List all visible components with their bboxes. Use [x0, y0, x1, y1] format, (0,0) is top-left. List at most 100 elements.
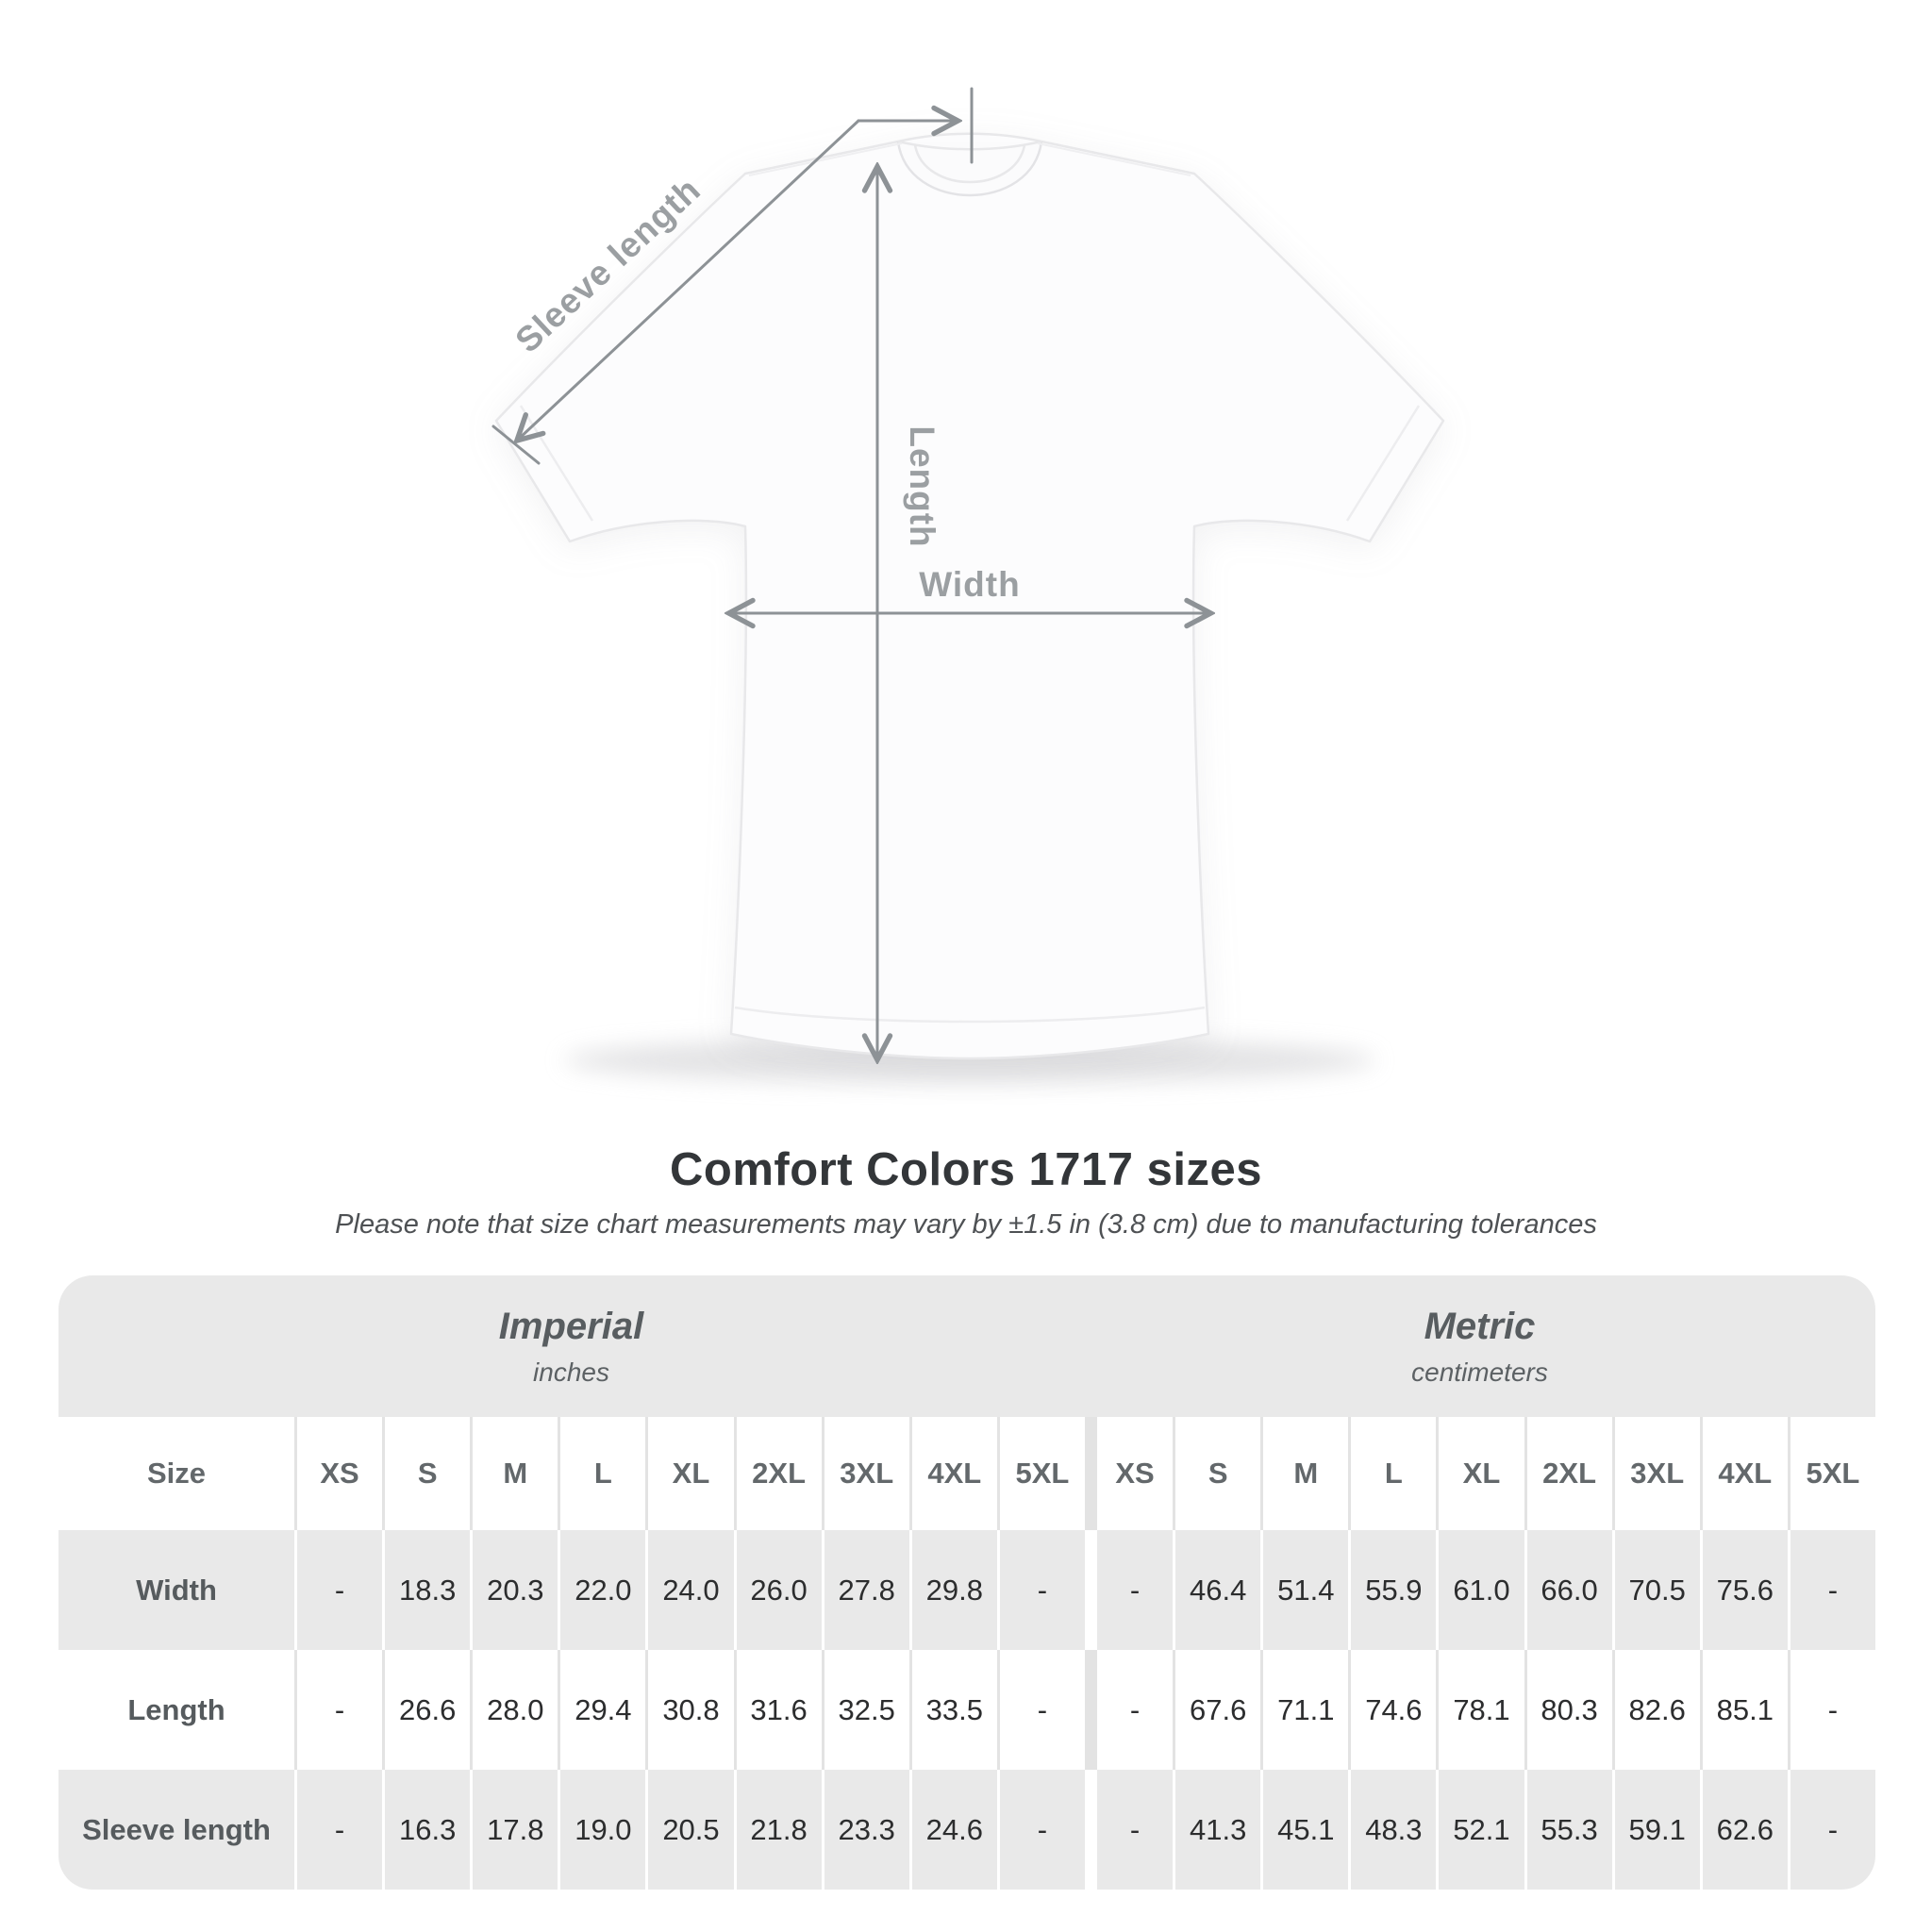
- table-cell: 52.1: [1436, 1770, 1524, 1890]
- size-col-header-imperial-xl: XL: [645, 1417, 733, 1530]
- size-col-header-imperial-2xl: 2XL: [733, 1417, 822, 1530]
- dimension-lines: [491, 87, 1209, 1058]
- size-col-header-imperial-3xl: 3XL: [821, 1417, 909, 1530]
- size-col-header-imperial-s: S: [382, 1417, 470, 1530]
- table-cell: 45.1: [1260, 1770, 1348, 1890]
- size-col-header-metric-3xl: 3XL: [1611, 1417, 1700, 1530]
- size-header-row: Size XS S M L XL 2XL 3XL 4XL 5XL XS S M L XL 2XL 3XL 4XL…: [58, 1417, 1875, 1530]
- size-col-header-imperial-l: L: [558, 1417, 645, 1530]
- page-title: Comfort Colors 1717 sizes: [670, 1144, 1262, 1195]
- row-label: Length: [127, 1692, 225, 1726]
- unit-group-header-row: Imperial inches Metric centimeters: [58, 1275, 1875, 1417]
- tshirt-right-shoulder-seam: [1037, 142, 1191, 176]
- table-cell: 82.6: [1611, 1650, 1700, 1770]
- size-col-header-imperial-xs: XS: [294, 1417, 382, 1530]
- table-cell: -: [294, 1650, 382, 1770]
- table-cell: 24.0: [645, 1530, 733, 1650]
- row-label: Width: [136, 1573, 217, 1607]
- table-cell: 26.6: [382, 1650, 470, 1770]
- table-cell: -: [1787, 1530, 1875, 1650]
- table-cell: 20.3: [470, 1530, 558, 1650]
- tshirt-measurement-diagram: Sleeve length Length Width: [491, 87, 1445, 1083]
- row-label: Sleeve length: [82, 1812, 271, 1846]
- table-cell: 33.5: [908, 1650, 997, 1770]
- sleeve-dim-cuff-tick: [491, 425, 541, 465]
- table-cell: 16.3: [382, 1770, 470, 1890]
- table-cell: 59.1: [1611, 1770, 1700, 1890]
- size-column-header: Size: [146, 1457, 207, 1490]
- table-cell: -: [996, 1770, 1085, 1890]
- table-cell: -: [1787, 1650, 1875, 1770]
- table-cell: 29.4: [558, 1650, 645, 1770]
- tshirt-right-cuff-seam: [1345, 405, 1421, 522]
- table-cell: 55.9: [1348, 1530, 1436, 1650]
- table-cell: 46.4: [1173, 1530, 1260, 1650]
- table-cell: 18.3: [382, 1530, 470, 1650]
- length-label: Length: [903, 425, 941, 547]
- table-row-width: Width -18.3 20.3 22.0 24.0 26.0 27.8 29.8- -46.4…: [58, 1530, 1875, 1650]
- table-cell: 67.6: [1173, 1650, 1260, 1770]
- tshirt-left-shoulder-seam: [748, 142, 903, 176]
- table-cell: -: [1085, 1650, 1173, 1770]
- size-col-header-metric-m: M: [1260, 1417, 1348, 1530]
- tshirt-collar-outer: [896, 141, 1043, 197]
- table-cell: 27.8: [821, 1530, 909, 1650]
- metric-group-name: Metric: [1424, 1305, 1536, 1347]
- table-cell: 80.3: [1524, 1650, 1612, 1770]
- table-cell: 66.0: [1524, 1530, 1612, 1650]
- size-col-header-metric-xs: XS: [1085, 1417, 1173, 1530]
- size-col-header-metric-s: S: [1173, 1417, 1260, 1530]
- imperial-group-unit: inches: [533, 1357, 609, 1387]
- table-cell: 75.6: [1699, 1530, 1788, 1650]
- table-row-sleeve-length: Sleeve length -16.3 17.8 19.0 20.5 21.8 23.3 24…: [58, 1770, 1875, 1890]
- table-cell: 26.0: [733, 1530, 822, 1650]
- metric-group-unit: centimeters: [1411, 1357, 1548, 1387]
- table-cell: 62.6: [1699, 1770, 1788, 1890]
- sleeve-dim-diagonal: [518, 119, 860, 440]
- size-col-header-metric-4xl: 4XL: [1699, 1417, 1788, 1530]
- width-label: Width: [919, 565, 1020, 604]
- table-cell: -: [294, 1530, 382, 1650]
- size-table: Imperial inches Metric centimeters Size …: [58, 1275, 1875, 1890]
- table-cell: -: [1085, 1770, 1173, 1890]
- table-cell: 71.1: [1260, 1650, 1348, 1770]
- table-cell: 21.8: [733, 1770, 822, 1890]
- size-col-header-imperial-4xl: 4XL: [908, 1417, 997, 1530]
- table-cell: 31.6: [733, 1650, 822, 1770]
- tshirt-collar-back: [897, 140, 1042, 151]
- table-cell: 55.3: [1524, 1770, 1612, 1890]
- table-cell: 85.1: [1699, 1650, 1788, 1770]
- table-cell: 70.5: [1611, 1530, 1700, 1650]
- tolerance-note: Please note that size chart measurements…: [335, 1209, 1597, 1240]
- table-cell: -: [1085, 1530, 1173, 1650]
- table-cell: 17.8: [470, 1770, 558, 1890]
- imperial-group-header: Imperial inches: [58, 1275, 1084, 1417]
- table-cell: 28.0: [470, 1650, 558, 1770]
- table-cell: 23.3: [821, 1770, 909, 1890]
- table-cell: -: [294, 1770, 382, 1890]
- table-cell: 29.8: [908, 1530, 997, 1650]
- tshirt-shadow: [564, 1038, 1375, 1083]
- tshirt-body: [494, 132, 1445, 1060]
- size-col-header-metric-5xl: 5XL: [1787, 1417, 1875, 1530]
- table-cell: 19.0: [558, 1770, 645, 1890]
- table-cell: 24.6: [908, 1770, 997, 1890]
- table-cell: -: [996, 1530, 1085, 1650]
- table-cell: 20.5: [645, 1770, 733, 1890]
- size-col-header-imperial-5xl: 5XL: [996, 1417, 1085, 1530]
- table-cell: 48.3: [1348, 1770, 1436, 1890]
- tshirt-collar-inner: [913, 144, 1026, 184]
- table-cell: 74.6: [1348, 1650, 1436, 1770]
- table-cell: -: [1787, 1770, 1875, 1890]
- imperial-group-name: Imperial: [498, 1305, 644, 1347]
- tshirt-hem-seam: [734, 1006, 1206, 1024]
- tshirt-illustration: [494, 132, 1445, 1060]
- size-col-header-metric-xl: XL: [1436, 1417, 1524, 1530]
- table-cell: 30.8: [645, 1650, 733, 1770]
- table-cell: 22.0: [558, 1530, 645, 1650]
- size-col-header-metric-l: L: [1348, 1417, 1436, 1530]
- table-cell: 78.1: [1436, 1650, 1524, 1770]
- table-cell: 61.0: [1436, 1530, 1524, 1650]
- metric-group-header: Metric centimeters: [1084, 1275, 1875, 1417]
- table-cell: -: [996, 1650, 1085, 1770]
